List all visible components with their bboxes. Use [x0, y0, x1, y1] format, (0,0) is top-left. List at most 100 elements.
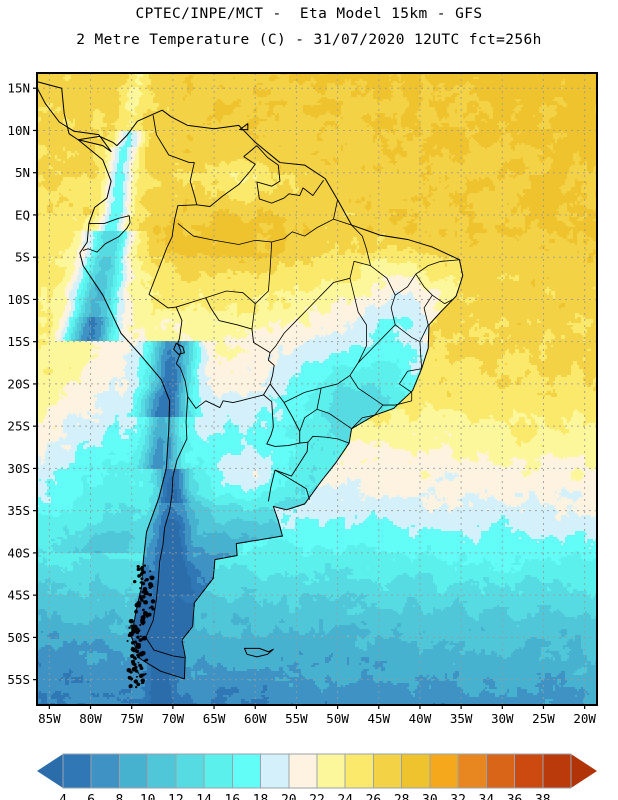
island — [136, 653, 139, 657]
island — [141, 581, 146, 586]
colorbar-under-arrow — [37, 754, 63, 788]
colorbar-tick-label: 34 — [479, 793, 495, 800]
state-border-line — [333, 218, 396, 385]
field-title: 2 Metre Temperature (C) - 31/07/2020 12U… — [76, 32, 542, 48]
axis-label-lat: 50S — [7, 630, 30, 645]
island — [135, 644, 141, 649]
axis-label-lat: 5S — [15, 250, 30, 265]
colorbar-tick-label: 12 — [168, 793, 184, 800]
axis-label-lat: 10S — [7, 292, 30, 307]
colorbar-tick-label: 24 — [337, 793, 353, 800]
island — [132, 648, 137, 653]
island — [136, 567, 141, 572]
colorbar-segment — [260, 753, 290, 789]
colorbar-tick-label: 22 — [309, 793, 325, 800]
island — [138, 638, 143, 642]
temperature-field — [37, 73, 597, 705]
axis-label-lon: 75W — [120, 711, 143, 726]
state-border-line — [177, 199, 338, 245]
colorbar-segment — [231, 753, 262, 789]
island — [138, 651, 144, 657]
island — [134, 657, 137, 661]
island — [139, 635, 142, 638]
island — [143, 600, 148, 605]
state-border-line — [349, 375, 384, 406]
coastline-trinidad — [239, 123, 249, 131]
state-border-line — [419, 294, 433, 369]
axis-label-lat: 25S — [7, 419, 30, 434]
island — [128, 618, 134, 624]
colorbar-tick-label: 18 — [253, 793, 269, 800]
island — [137, 661, 140, 664]
axis-label-lon: 60W — [244, 711, 267, 726]
island — [138, 673, 144, 679]
axis-label-lon: 45W — [367, 711, 390, 726]
island — [149, 570, 152, 573]
state-border-line — [283, 383, 338, 403]
axis-label-lon: 35W — [450, 711, 473, 726]
colorbar-tick-label: 30 — [422, 793, 438, 800]
island — [145, 592, 149, 596]
island — [142, 608, 145, 612]
axis-label-lat: 55S — [7, 672, 30, 687]
island — [144, 579, 147, 582]
border-line — [176, 297, 275, 385]
island — [137, 672, 140, 674]
colorbar-tick-label: 8 — [116, 793, 124, 800]
colorbar-segment — [118, 753, 149, 789]
island — [139, 666, 144, 671]
island — [143, 618, 146, 621]
state-border-line — [374, 400, 412, 416]
border-line — [145, 396, 189, 659]
island — [128, 626, 131, 629]
colorbar-tick-label: 28 — [394, 793, 410, 800]
island — [144, 672, 147, 675]
island — [151, 585, 154, 588]
axis-label-lon: 65W — [203, 711, 226, 726]
colorbar-over-arrow — [571, 754, 597, 788]
island — [148, 593, 153, 597]
axis-label-lon: 40W — [409, 711, 432, 726]
border-line — [82, 215, 131, 253]
island — [136, 682, 141, 687]
colorbar-segment — [288, 753, 318, 789]
island — [150, 599, 156, 604]
axis-label-lat: 30S — [7, 461, 30, 476]
plot-frame — [36, 72, 598, 706]
island — [139, 623, 142, 626]
island — [140, 682, 143, 685]
island — [133, 679, 139, 684]
colorbar-segment — [485, 753, 516, 789]
colorbar-tick-label: 10 — [140, 793, 156, 800]
state-border-line — [351, 414, 375, 429]
axis-label-lat: 35S — [7, 503, 30, 518]
state-border-line — [307, 435, 350, 444]
border-line — [152, 115, 198, 205]
colorbar-tick-label: 38 — [535, 793, 551, 800]
colorbar-segment — [542, 753, 572, 789]
axis-label-lon: 25W — [532, 711, 555, 726]
island — [127, 633, 132, 638]
axis-label-lon: 70W — [162, 711, 185, 726]
island — [134, 669, 139, 673]
island — [135, 649, 140, 654]
colorbar-tick-label: 20 — [281, 793, 297, 800]
island — [136, 565, 140, 569]
coastline-cuba — [37, 20, 136, 47]
state-border-line — [394, 324, 421, 343]
axis-label-lon: 50W — [326, 711, 349, 726]
colorbar-tick-label: 32 — [450, 793, 466, 800]
border-line — [263, 383, 301, 447]
border-line — [243, 145, 324, 204]
island — [130, 641, 135, 645]
island — [139, 587, 142, 590]
colorbar-tick-label: 4 — [59, 793, 67, 800]
colorbar-segment — [62, 753, 92, 789]
axis-label-lat: 5N — [15, 165, 30, 180]
island — [136, 635, 140, 639]
state-border-line — [251, 241, 273, 330]
colorbar-segment — [344, 753, 374, 789]
axes: 15N 10N 5N EQ 5S 10S 15S 20S 25S 30S 35S 40S 45S 50S 5… — [7, 81, 596, 726]
colorbar-tick-label: 36 — [507, 793, 523, 800]
island — [141, 594, 146, 599]
